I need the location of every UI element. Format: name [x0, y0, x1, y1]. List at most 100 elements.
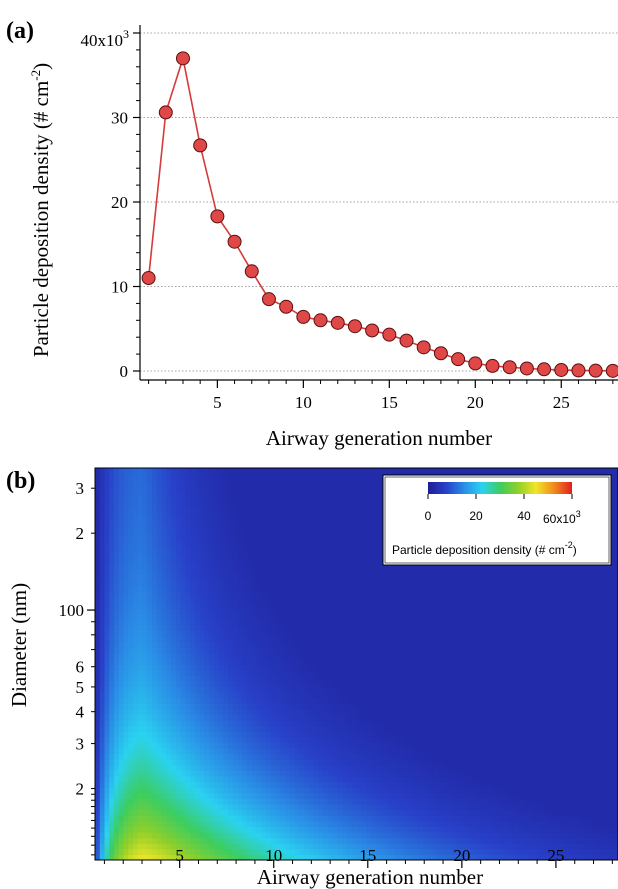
heatmap-cell — [161, 512, 167, 519]
heatmap-cell — [228, 524, 234, 531]
heatmap-cell — [418, 664, 424, 671]
heatmap-cell — [123, 848, 129, 855]
heatmap-cell — [332, 798, 339, 805]
heatmap-cell — [375, 804, 381, 811]
heatmap-cell — [147, 776, 153, 783]
heatmap-cell — [152, 619, 158, 626]
heatmap-cell — [247, 826, 253, 833]
heatmap-cell — [323, 529, 329, 536]
heatmap-cell — [109, 507, 115, 514]
heatmap-cell — [280, 613, 286, 620]
heatmap-cell — [175, 563, 182, 570]
heatmap-cell — [137, 832, 144, 839]
heatmap-cell — [327, 809, 334, 816]
heatmap-cell — [142, 518, 148, 525]
heatmap-cell — [118, 484, 125, 491]
heatmap-cell — [118, 720, 125, 727]
heatmap-cell — [123, 479, 129, 486]
heatmap-cell — [256, 714, 262, 721]
heatmap-cell — [404, 736, 410, 743]
heatmap-cell — [142, 496, 148, 503]
heatmap-cell — [385, 742, 391, 749]
heatmap-cell — [299, 748, 305, 755]
heatmap-cell — [413, 848, 419, 855]
heatmap-cell — [237, 636, 243, 643]
heatmap-cell — [156, 686, 163, 693]
heatmap-cell — [156, 798, 163, 805]
heatmap-cell — [175, 602, 182, 609]
heatmap-cell — [152, 529, 158, 536]
heatmap-cell — [356, 641, 362, 648]
heatmap-cell — [95, 837, 101, 844]
heatmap-cell — [218, 776, 224, 783]
panel-a-data-point — [261, 292, 276, 307]
heatmap-cell — [332, 753, 339, 760]
heatmap-cell — [109, 804, 115, 811]
heatmap-cell — [337, 748, 343, 755]
heatmap-cell — [294, 843, 301, 850]
heatmap-cell — [313, 753, 320, 760]
heatmap-cell — [137, 664, 144, 671]
heatmap-cell — [133, 484, 139, 491]
heatmap-cell — [218, 524, 224, 531]
heatmap-cell — [147, 484, 153, 491]
heatmap-cell — [171, 720, 177, 727]
heatmap-cell — [185, 669, 191, 676]
heatmap-cell — [275, 658, 282, 665]
heatmap-cell — [190, 602, 196, 609]
heatmap-cell — [95, 524, 101, 531]
heatmap-cell — [346, 512, 353, 519]
heatmap-cell — [337, 602, 343, 609]
heatmap-cell — [128, 843, 134, 850]
heatmap-cell — [114, 608, 120, 615]
heatmap-cell — [266, 585, 272, 592]
heatmap-cell — [342, 781, 348, 788]
heatmap-cell — [361, 619, 367, 626]
heatmap-cell — [251, 764, 258, 771]
heatmap-cell — [251, 837, 258, 844]
heatmap-cell — [380, 596, 386, 603]
heatmap-cell — [118, 596, 125, 603]
heatmap-cell — [318, 669, 324, 676]
heatmap-cell — [408, 736, 415, 743]
heatmap-cell — [133, 720, 139, 727]
heatmap-cell — [185, 798, 191, 805]
heatmap-cell — [332, 608, 339, 615]
heatmap-cell — [242, 602, 248, 609]
heatmap-cell — [95, 613, 101, 620]
heatmap-cell — [270, 484, 277, 491]
heatmap-cell — [95, 843, 101, 850]
heatmap-cell — [213, 686, 220, 693]
heatmap-cell — [161, 641, 167, 648]
heatmap-cell — [118, 552, 125, 559]
heatmap-cell — [114, 848, 120, 855]
heatmap-cell — [413, 843, 419, 850]
heatmap-cell — [256, 574, 262, 581]
heatmap-cell — [413, 675, 419, 682]
heatmap-cell — [251, 781, 258, 788]
heatmap-cell — [299, 647, 305, 654]
heatmap-cell — [142, 479, 148, 486]
heatmap-cell — [318, 574, 324, 581]
heatmap-cell — [351, 540, 358, 547]
heatmap-cell — [194, 669, 201, 676]
heatmap-cell — [156, 591, 163, 598]
heatmap-cell — [194, 815, 201, 822]
heatmap-cell — [109, 798, 115, 805]
heatmap-cell — [332, 557, 339, 564]
heatmap-cell — [337, 473, 343, 480]
heatmap-cell — [232, 540, 239, 547]
heatmap-cell — [175, 770, 182, 777]
heatmap-cell — [413, 680, 419, 687]
heatmap-cell — [418, 742, 424, 749]
heatmap-cell — [223, 490, 229, 497]
heatmap-cell — [247, 854, 253, 860]
heatmap-cell — [137, 725, 144, 732]
heatmap-cell — [118, 742, 125, 749]
heatmap-cell — [204, 619, 210, 626]
heatmap-cell — [342, 787, 348, 794]
heatmap-cell — [199, 837, 205, 844]
heatmap-cell — [237, 619, 243, 626]
heatmap-cell — [408, 468, 415, 475]
heatmap-cell — [142, 535, 148, 542]
